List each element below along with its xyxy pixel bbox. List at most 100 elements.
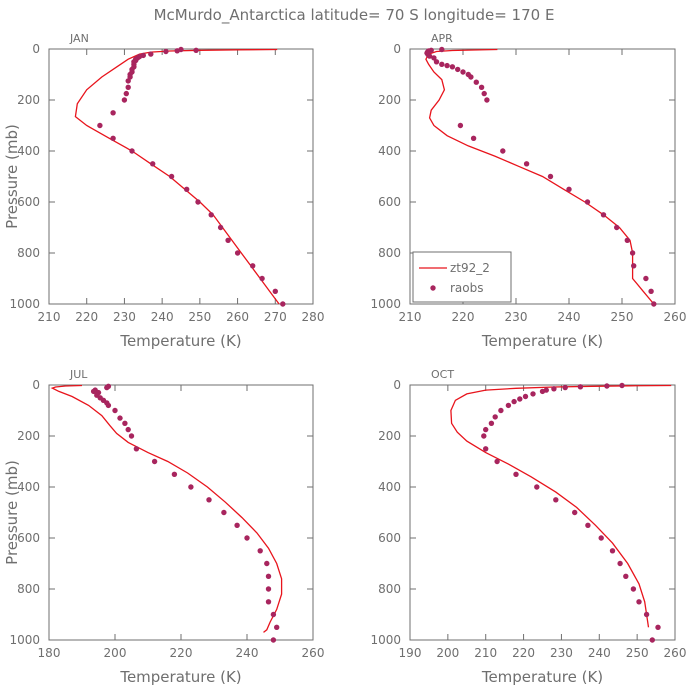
data-point-raobs <box>539 388 546 395</box>
x-axis-title: Temperature (K) <box>119 332 241 350</box>
data-point-raobs <box>629 250 636 256</box>
y-tick-label: 200 <box>378 93 401 107</box>
data-point-raobs <box>481 433 487 439</box>
x-tick-label: 230 <box>113 310 136 324</box>
data-point-raobs <box>426 53 433 59</box>
x-tick-label: 220 <box>75 310 98 324</box>
data-point-raobs <box>522 393 529 400</box>
data-point-raobs <box>457 122 464 129</box>
x-tick-label: 200 <box>104 646 127 660</box>
data-point-raobs <box>234 250 241 256</box>
data-point-raobs <box>523 161 530 167</box>
data-point-raobs <box>244 535 250 541</box>
data-point-raobs <box>488 420 495 426</box>
y-tick-label: 0 <box>32 378 40 392</box>
x-tick-label: 190 <box>399 646 422 660</box>
x-tick-label: 260 <box>226 310 249 324</box>
data-point-raobs <box>517 396 523 402</box>
data-point-raobs <box>206 497 212 503</box>
data-point-raobs <box>483 446 489 452</box>
y-tick-label: 400 <box>17 480 40 494</box>
x-tick-label: 260 <box>302 646 325 660</box>
data-point-raobs <box>614 224 620 231</box>
data-point-raobs <box>562 384 568 391</box>
data-point-raobs <box>498 407 504 414</box>
data-point-raobs <box>431 55 437 61</box>
data-point-raobs <box>221 509 227 516</box>
y-tick-label: 0 <box>393 378 401 392</box>
data-point-raobs <box>274 624 280 630</box>
data-point-raobs <box>473 79 479 85</box>
x-tick-label: 220 <box>512 646 535 660</box>
data-point-raobs <box>551 386 557 392</box>
x-tick-label: 230 <box>550 646 573 660</box>
data-point-raobs <box>193 47 199 53</box>
data-point-raobs <box>577 384 584 390</box>
data-point-raobs <box>566 186 572 192</box>
figure-title: McMurdo_Antarctica latitude= 70 S longit… <box>154 6 555 25</box>
plot-frame <box>48 48 314 305</box>
data-point-raobs <box>125 426 131 433</box>
data-point-raobs <box>163 48 169 55</box>
x-tick-label: 210 <box>38 310 61 324</box>
data-point-raobs <box>195 199 201 205</box>
y-tick-label: 800 <box>378 582 401 596</box>
y-tick-label: 800 <box>17 582 40 596</box>
y-axis-title: Pressure (mb) <box>3 124 21 229</box>
data-point-raobs <box>272 288 278 294</box>
data-point-raobs <box>470 135 477 141</box>
data-point-raobs <box>651 301 657 307</box>
x-tick-label: 240 <box>558 310 581 324</box>
data-point-raobs <box>97 122 103 129</box>
data-point-raobs <box>449 64 456 70</box>
data-point-raobs <box>572 509 578 516</box>
data-point-raobs <box>270 637 277 643</box>
y-tick-label: 400 <box>378 480 401 494</box>
data-point-raobs <box>492 414 498 420</box>
y-tick-label: 600 <box>17 531 40 545</box>
data-point-raobs <box>225 237 231 243</box>
data-point-raobs <box>631 263 637 269</box>
panel-apr: 210 220 230 240 250 260 0 200 400 600 800 1000 APR Te… <box>370 32 686 350</box>
data-point-raobs <box>598 535 604 541</box>
data-point-raobs <box>128 433 135 439</box>
data-point-raobs <box>123 90 129 97</box>
y-tick-label: 600 <box>378 195 401 209</box>
data-point-raobs <box>655 624 661 630</box>
x-axis-title: Temperature (K) <box>481 668 603 686</box>
series-line-zt92_2 <box>425 48 655 305</box>
x-tick-label: 240 <box>151 310 174 324</box>
data-point-raobs <box>184 186 190 192</box>
data-point-raobs <box>530 391 536 397</box>
data-point-raobs <box>234 522 240 528</box>
x-tick-label: 220 <box>452 310 475 324</box>
data-point-raobs <box>439 46 445 53</box>
data-point-raobs <box>483 426 489 433</box>
data-point-raobs <box>585 522 591 528</box>
x-tick-label: 250 <box>626 646 649 660</box>
panel-jul: 180 200 220 240 260 0 200 400 600 800 1000 JUL Tempe… <box>3 368 324 686</box>
panel-jan: 210 220 230 240 250 260 270 280 0 200 400 600 800 100… <box>3 32 324 350</box>
panel-label: APR <box>431 32 453 45</box>
data-point-raobs <box>455 66 461 73</box>
data-point-raobs <box>584 199 591 205</box>
data-point-raobs <box>112 407 118 414</box>
data-point-raobs <box>553 497 559 503</box>
data-point-raobs <box>265 573 272 579</box>
y-tick-label: 400 <box>17 144 40 158</box>
data-point-raobs <box>444 62 450 69</box>
y-tick-label: 400 <box>378 144 401 158</box>
data-point-raobs <box>129 148 135 154</box>
y-tick-label: 1000 <box>370 297 401 311</box>
data-point-raobs <box>460 69 466 75</box>
data-point-raobs <box>617 560 623 567</box>
data-point-raobs <box>148 51 154 57</box>
plot-frame <box>409 384 676 641</box>
x-tick-label: 180 <box>38 646 61 660</box>
data-point-raobs <box>125 84 131 91</box>
data-point-raobs <box>468 74 474 80</box>
y-tick-label: 1000 <box>9 633 40 647</box>
data-point-raobs <box>280 301 286 307</box>
y-tick-label: 1000 <box>9 297 40 311</box>
